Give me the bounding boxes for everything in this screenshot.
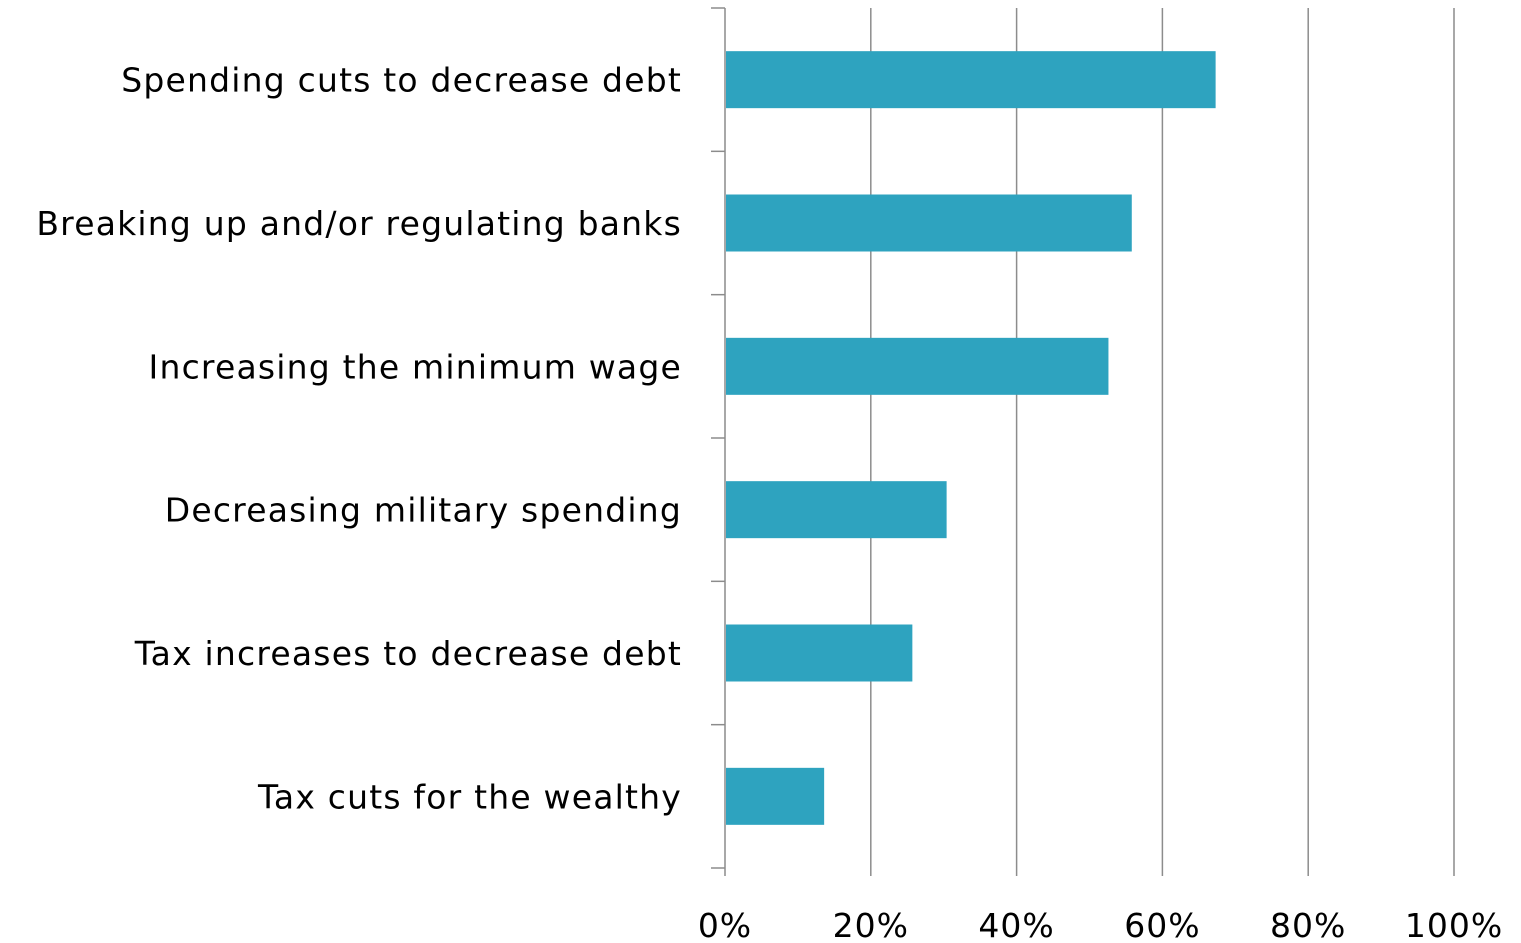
category-label: Tax increases to decrease debt <box>134 634 682 673</box>
bar <box>726 481 947 539</box>
gridlines <box>870 8 1455 876</box>
category-labels: Spending cuts to decrease debt Breaking u… <box>36 61 682 817</box>
x-tick-label: 0% <box>698 906 752 943</box>
x-tick-labels: 0% 20% 40% 60% 80% 100% <box>698 906 1503 943</box>
category-label: Breaking up and/or regulating banks <box>36 204 682 243</box>
category-axis <box>711 7 726 876</box>
x-tick-label: 80% <box>1270 906 1346 943</box>
x-tick-label: 100% <box>1405 906 1503 943</box>
x-tick-label: 20% <box>833 906 909 943</box>
x-tick-label: 60% <box>1124 906 1200 943</box>
bar <box>726 51 1216 109</box>
bar <box>726 767 825 825</box>
category-label: Tax cuts for the wealthy <box>257 777 682 816</box>
bar <box>726 624 913 682</box>
x-tick-label: 40% <box>978 906 1054 943</box>
category-label: Decreasing military spending <box>165 491 682 530</box>
bar <box>726 337 1109 395</box>
bars <box>726 51 1216 825</box>
bar <box>726 194 1132 252</box>
category-label: Spending cuts to decrease debt <box>121 61 682 100</box>
category-label: Increasing the minimum wage <box>149 347 682 386</box>
